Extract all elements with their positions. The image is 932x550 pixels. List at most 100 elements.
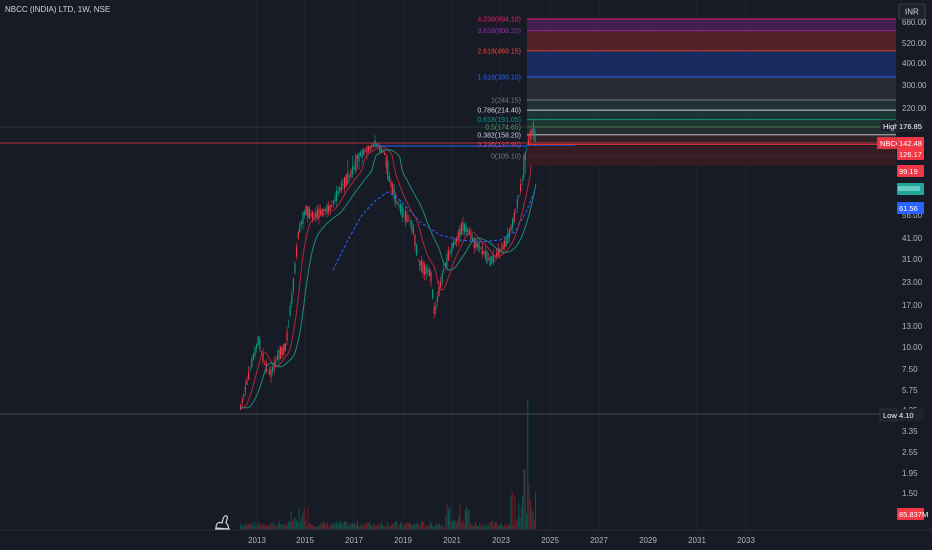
candle-body	[254, 347, 256, 356]
volume-bar	[312, 525, 314, 529]
volume-bar	[480, 524, 482, 529]
fib-level-label: 2.618(469.15)	[477, 48, 521, 55]
badge-value: 99.19	[899, 167, 918, 176]
volume-bar	[436, 523, 438, 529]
time-axis-label: 2029	[639, 536, 657, 545]
volume-bar	[275, 524, 277, 529]
volume-bar	[433, 526, 435, 529]
fib-level-label: 0.382(158.20)	[477, 132, 521, 139]
volume-bar	[458, 515, 460, 529]
volume-bar	[498, 526, 500, 529]
candle-body	[424, 264, 426, 275]
candle-body	[376, 143, 378, 146]
volume-bar	[506, 527, 508, 529]
volume-bar	[266, 524, 267, 529]
time-axis[interactable]: 2013 2015 2017 2019 2021 2023 2025 2027 2029 2031…	[0, 529, 932, 550]
volume-bar	[350, 524, 352, 529]
price-axis-tick: 1.95	[902, 469, 918, 478]
price-axis-tick: 56.00	[902, 211, 923, 220]
candle-body	[528, 139, 530, 145]
volume-bar	[321, 522, 323, 529]
volume-bar	[342, 522, 344, 529]
volume-bar	[490, 521, 492, 529]
volume-bar	[373, 523, 375, 529]
candle-body	[435, 306, 437, 310]
volume-bar	[501, 524, 503, 529]
candle-body	[497, 248, 499, 257]
candle-body	[408, 220, 410, 222]
candle-body	[532, 123, 534, 136]
candle-body	[380, 148, 382, 152]
volume-bar	[285, 522, 287, 529]
volume-bar	[293, 518, 295, 529]
candle-body	[488, 258, 490, 260]
candle-body	[284, 343, 286, 351]
candle-body	[321, 208, 323, 215]
price-axis-tick: 5.75	[902, 386, 918, 395]
currency-button[interactable]: INR	[898, 3, 926, 20]
volume-bar	[420, 521, 422, 529]
volume-bar	[418, 524, 420, 529]
candle-body	[275, 360, 277, 364]
volume-bar	[411, 525, 413, 529]
candle-body	[259, 339, 261, 350]
volume-bar	[403, 526, 405, 529]
volume-bar	[533, 521, 535, 529]
candle-body	[393, 188, 395, 199]
volume-bar	[438, 523, 440, 529]
price-axis-tick: 300.00	[902, 81, 927, 90]
volume-bar	[528, 485, 530, 529]
price-axis[interactable]: 680.00 520.00 400.00 300.00 220.00 56.00 41.00…	[896, 0, 932, 530]
volume-bar	[336, 521, 338, 529]
time-axis-label: 2017	[345, 536, 363, 545]
volume-bar	[513, 525, 514, 529]
candle-body	[368, 145, 370, 152]
volume-bar	[397, 524, 399, 529]
candle-body	[331, 205, 333, 206]
candle-body	[473, 238, 475, 248]
volume-bar	[390, 525, 392, 529]
fib-retracement[interactable]: 4.236(694.10) 3.618(608.20) 2.618(469.15) 1…	[477, 17, 896, 161]
price-axis-tick: 17.00	[902, 301, 923, 310]
volume-bar	[353, 524, 355, 529]
volume-bar	[288, 521, 290, 529]
candle-body	[409, 222, 411, 224]
moving-averages	[240, 144, 537, 409]
price-axis-tick: 7.50	[902, 365, 918, 374]
volume-bar	[510, 496, 512, 529]
volume-bar	[273, 526, 275, 529]
candle-body	[280, 347, 282, 359]
volume-bar	[474, 524, 475, 529]
price-axis-background	[896, 0, 932, 530]
time-axis-label: 2015	[296, 536, 314, 545]
badge-label: High	[883, 122, 898, 131]
time-axis-label: 2031	[688, 536, 706, 545]
candle-body	[264, 364, 266, 365]
volume-bar	[243, 526, 245, 529]
candle-body	[464, 223, 466, 233]
volume-bar	[523, 469, 525, 529]
candle-body	[515, 210, 517, 212]
candle-body	[462, 222, 464, 232]
volume-bar	[476, 525, 478, 529]
fib-zone	[527, 100, 896, 111]
volume-bar	[461, 523, 462, 529]
candle-body	[500, 248, 502, 250]
candle-body	[334, 196, 336, 202]
volume-bar	[253, 525, 254, 529]
candle-body	[344, 177, 346, 188]
volume-bar	[311, 524, 313, 529]
horizontal-lines[interactable]	[0, 126, 896, 415]
volume-bar	[388, 526, 390, 529]
volume-bar	[406, 522, 408, 529]
price-axis-tick: 400.00	[902, 59, 927, 68]
fib-level-label: 3.618(608.20)	[477, 28, 521, 35]
fib-level-label: 0.786(214.40)	[477, 108, 521, 115]
volume-bar	[386, 522, 388, 529]
volume-bar	[522, 495, 524, 529]
badge-value-mask	[898, 186, 920, 191]
candle-body	[446, 254, 448, 267]
volume-bar	[262, 524, 264, 529]
tradingview-logo-icon[interactable]	[215, 515, 230, 530]
